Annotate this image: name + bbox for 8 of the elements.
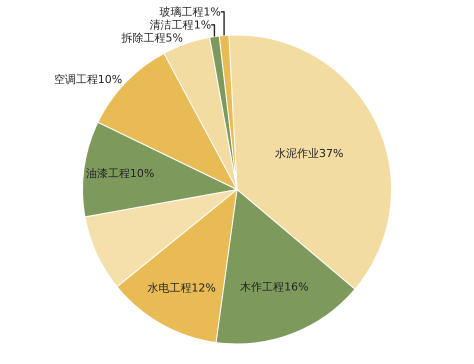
slice-label: 水电工程12% (147, 281, 216, 294)
slice-label: 水泥作业37% (274, 147, 344, 160)
slice-label: 油漆工程10% (86, 166, 154, 180)
slice-label: 清洁工程1% (150, 18, 212, 32)
slice-label: 拆除工程5% (120, 31, 183, 44)
slice-label: 玻璃工程1% (159, 5, 221, 18)
slice-label: 木作工程16% (240, 280, 309, 294)
slice-label: 空调工程10% (54, 72, 122, 86)
